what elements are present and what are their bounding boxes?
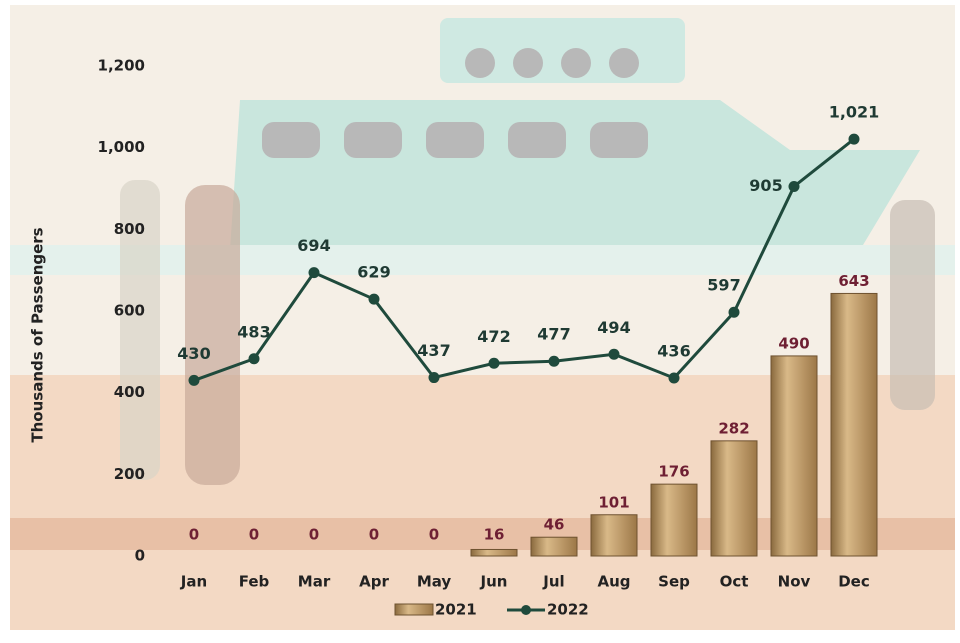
x-tick-label: Apr <box>359 573 389 591</box>
line-marker <box>548 355 560 367</box>
x-tick-label: May <box>417 573 452 591</box>
line-marker <box>188 374 200 386</box>
x-tick-label: Jan <box>180 573 207 591</box>
bar-value-label: 176 <box>658 463 689 481</box>
y-tick-label: 1,000 <box>98 138 145 156</box>
line <box>193 137 855 382</box>
line-value-label: 1,021 <box>829 103 880 122</box>
bar-value-label: 282 <box>718 419 749 437</box>
line-marker <box>608 348 620 360</box>
bar <box>830 292 878 557</box>
line-value-label: 629 <box>357 263 390 282</box>
x-tick-label: Nov <box>778 573 811 591</box>
line-marker <box>788 180 800 192</box>
bar-value-label: 490 <box>778 334 809 352</box>
line-marker <box>488 357 500 369</box>
bar <box>590 514 638 557</box>
bar-value-label: 0 <box>189 526 199 544</box>
legend: 2021 2022 <box>394 601 589 619</box>
x-tick-label: Sep <box>658 573 690 591</box>
line-marker <box>848 133 860 145</box>
line-value-label: 694 <box>297 236 330 255</box>
x-tick-label: Oct <box>720 573 749 591</box>
legend-label: 2022 <box>547 601 589 619</box>
legend-swatch <box>521 605 531 615</box>
y-tick-label: 1,200 <box>98 57 145 75</box>
line-value-label: 597 <box>707 276 740 295</box>
line-value-label: 430 <box>177 344 210 363</box>
bar <box>470 548 518 557</box>
bar <box>710 440 758 557</box>
bar <box>530 536 578 557</box>
y-tick-label: 600 <box>114 302 145 320</box>
x-tick-label: Dec <box>838 573 870 591</box>
line-value-label: 905 <box>749 176 782 195</box>
bar-value-label: 0 <box>249 526 259 544</box>
line-marker <box>668 372 680 384</box>
y-axis-title: Thousands of Passengers <box>29 227 47 442</box>
line-value-label: 436 <box>657 341 690 360</box>
y-tick-label: 0 <box>135 547 145 565</box>
bar-value-label: 0 <box>309 526 319 544</box>
line-value-label: 472 <box>477 327 510 346</box>
x-tick-label: Jun <box>480 573 508 591</box>
x-tick-label: Feb <box>239 573 270 591</box>
y-tick-label: 800 <box>114 220 145 238</box>
line-value-label: 437 <box>417 341 450 360</box>
legend-label: 2021 <box>435 601 477 619</box>
bar <box>770 355 818 557</box>
bar-value-label: 0 <box>369 526 379 544</box>
line-marker <box>248 353 260 365</box>
legend-swatch <box>394 603 434 616</box>
x-tick-label: Aug <box>597 573 630 591</box>
line-value-label: 483 <box>237 322 270 341</box>
x-tick-label: Mar <box>298 573 331 591</box>
bar-value-label: 101 <box>598 493 629 511</box>
line-marker <box>308 267 320 279</box>
x-tick-label: Jul <box>542 573 564 591</box>
bar-value-label: 16 <box>484 526 505 544</box>
line-value-label: 477 <box>537 325 570 344</box>
y-tick-label: 200 <box>114 465 145 483</box>
bar <box>650 483 698 557</box>
line-value-label: 494 <box>597 318 630 337</box>
bar-value-label: 46 <box>544 516 565 534</box>
y-tick-label: 400 <box>114 383 145 401</box>
line-marker <box>428 372 440 384</box>
bar-value-label: 0 <box>429 526 439 544</box>
bar-value-label: 643 <box>838 272 869 290</box>
line-marker <box>728 306 740 318</box>
line-marker <box>368 293 380 305</box>
